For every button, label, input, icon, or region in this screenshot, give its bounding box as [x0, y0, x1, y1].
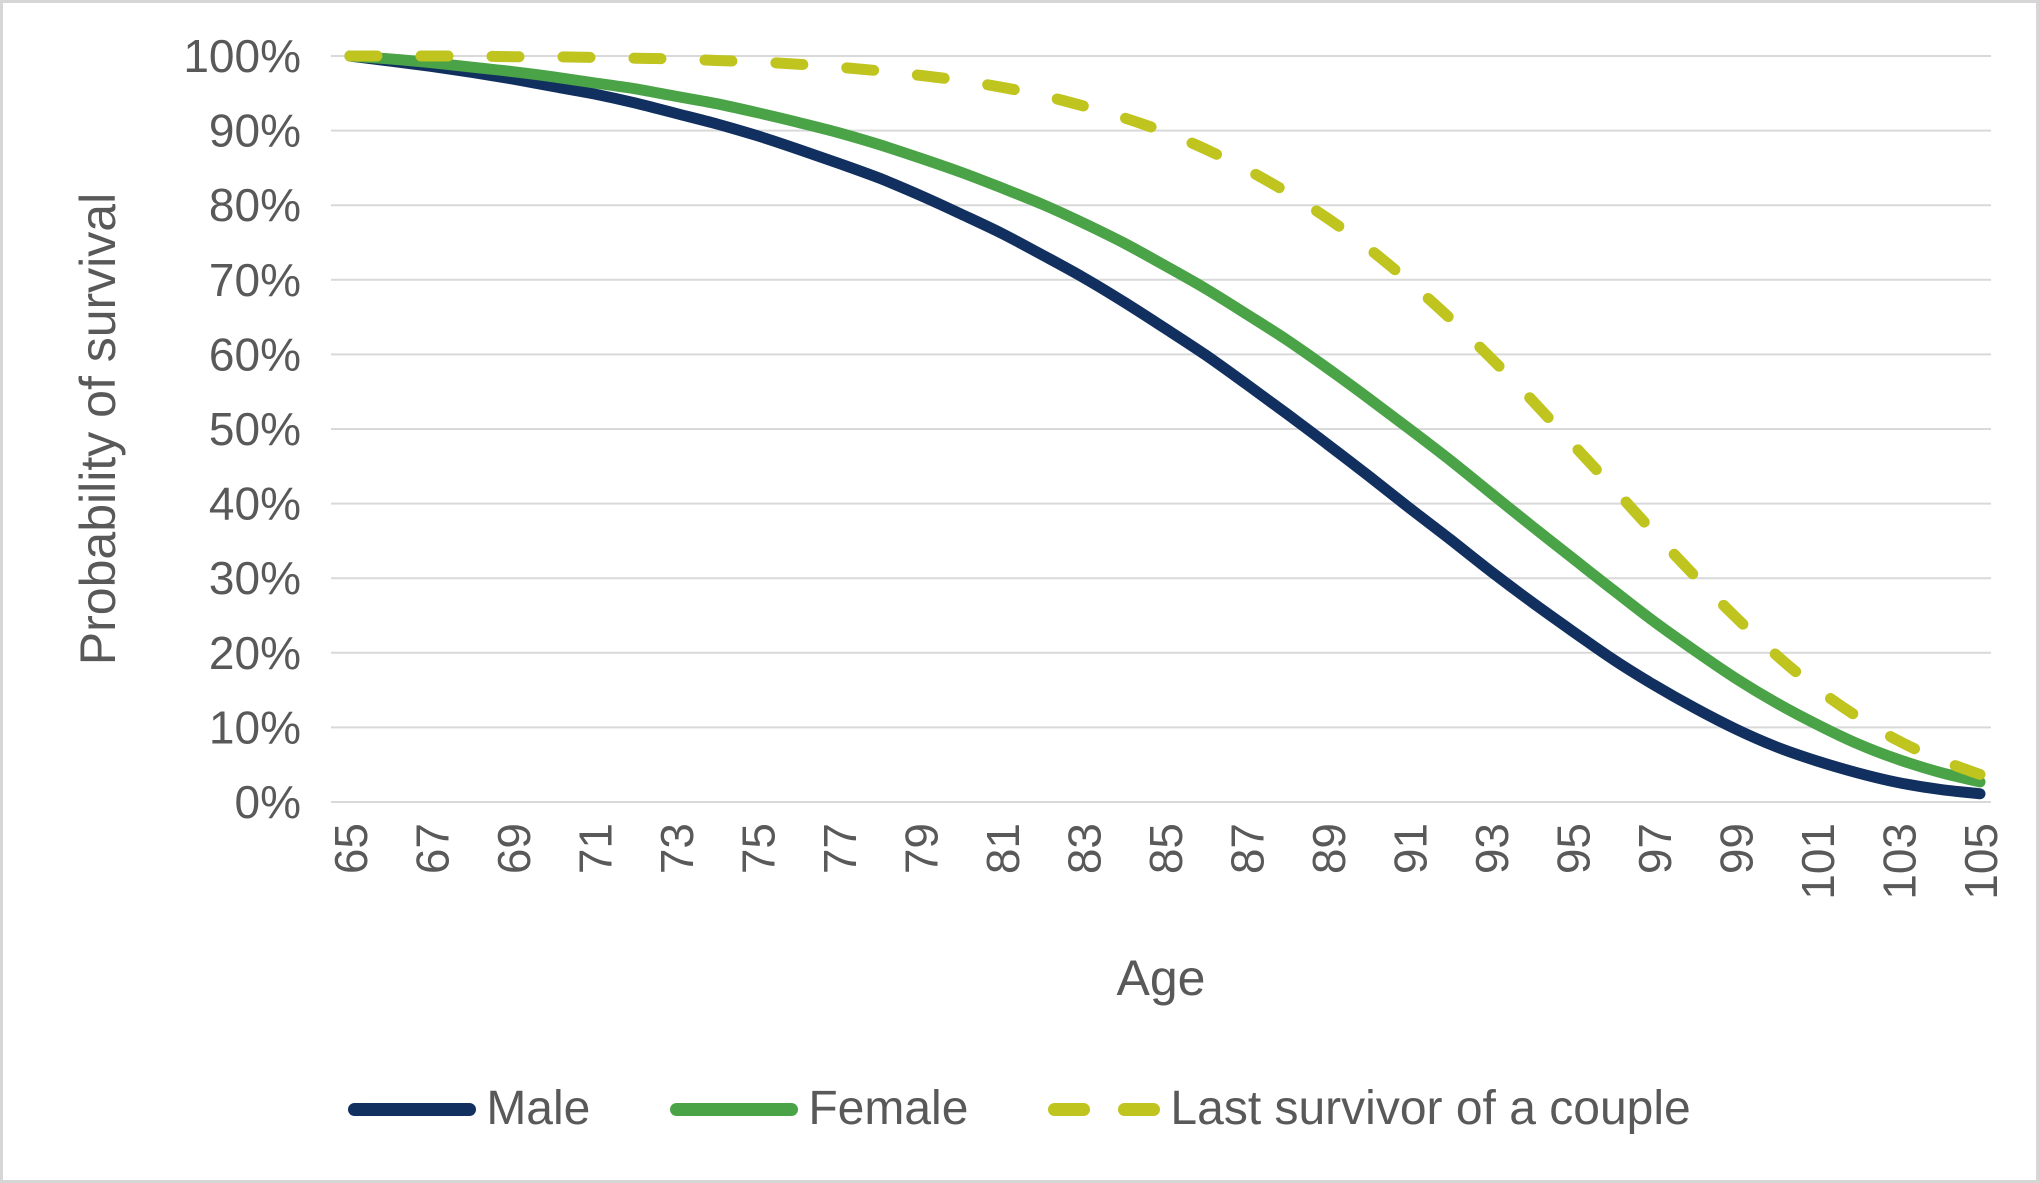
series-line-2 [344, 50, 1986, 780]
y-tick-label: 60% [209, 328, 301, 380]
x-tick-label: 65 [325, 823, 377, 874]
legend-item-last-survivor: Last survivor of a couple [1048, 1082, 1691, 1135]
legend-item-female: Female [670, 1085, 968, 1133]
y-axis-title: Probability of survival [70, 193, 126, 665]
chart-legend: Male Female Last survivor of a couple [3, 1071, 2036, 1147]
legend-item-male: Male [348, 1085, 590, 1133]
y-tick-label: 100% [183, 30, 301, 82]
x-tick-label: 77 [814, 823, 866, 874]
x-tick-label: 105 [1955, 823, 2007, 900]
y-tick-label: 50% [209, 403, 301, 455]
series-line-1 [344, 50, 1986, 788]
legend-swatch-male [348, 1102, 477, 1116]
x-tick-label: 67 [407, 823, 459, 874]
legend-swatch-segment [1118, 1102, 1161, 1116]
x-tick-label: 83 [1059, 823, 1111, 874]
x-tick-label: 93 [1466, 823, 1518, 874]
x-tick-label: 87 [1222, 823, 1274, 874]
x-tick-label: 85 [1140, 823, 1192, 874]
legend-swatch-last-survivor [1048, 1102, 1161, 1116]
x-tick-label: 75 [733, 823, 785, 874]
y-tick-label: 10% [209, 701, 301, 753]
survival-chart: 0% 10% 20% 30% 40% 50% 60% 70% 80% 90% 100% 65 67 69 7… [70, 30, 2007, 1006]
y-tick-label: 70% [209, 254, 301, 306]
legend-label-last-survivor: Last survivor of a couple [1170, 1082, 1691, 1135]
x-tick-label: 101 [1792, 823, 1844, 900]
x-tick-label: 95 [1548, 823, 1600, 874]
legend-label-female: Female [808, 1082, 969, 1135]
x-tick-label: 79 [896, 823, 948, 874]
x-tick-label: 69 [488, 823, 540, 874]
legend-swatch-segment [1048, 1102, 1091, 1116]
x-tick-label: 73 [651, 823, 703, 874]
legend-swatch-segment [348, 1102, 477, 1116]
legend-label-male: Male [486, 1082, 591, 1135]
x-tick-label: 99 [1711, 823, 1763, 874]
x-tick-label: 89 [1303, 823, 1355, 874]
y-tick-label: 80% [209, 179, 301, 231]
x-tick-label: 103 [1874, 823, 1926, 900]
y-tick-label: 20% [209, 627, 301, 679]
y-tick-label: 0% [235, 776, 301, 828]
y-tick-label: 30% [209, 552, 301, 604]
x-tick-label: 81 [977, 823, 1029, 874]
x-tick-label: 91 [1385, 823, 1437, 874]
x-tick-label: 97 [1629, 823, 1681, 874]
x-axis-title: Age [1117, 950, 1206, 1006]
series-line-0 [344, 50, 1986, 800]
y-tick-label: 40% [209, 478, 301, 530]
legend-swatch-female [670, 1102, 799, 1116]
legend-swatch-segment [670, 1102, 799, 1116]
y-tick-label: 90% [209, 105, 301, 157]
x-tick-label: 71 [570, 823, 622, 874]
